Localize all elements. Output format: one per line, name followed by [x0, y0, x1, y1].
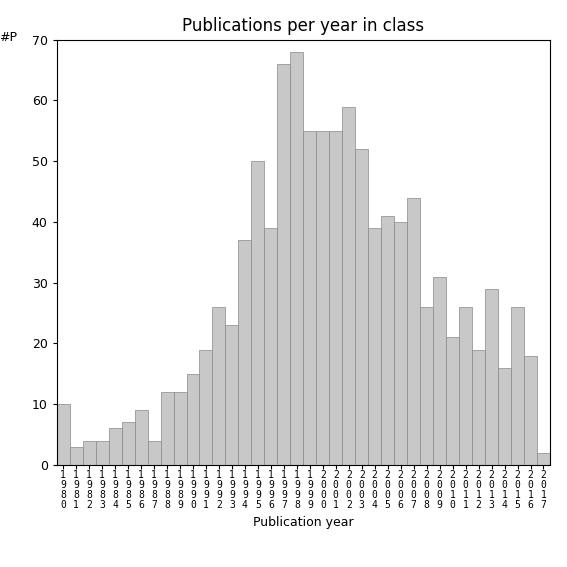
Bar	[511, 307, 524, 465]
Bar	[368, 228, 381, 465]
Bar	[485, 289, 498, 465]
Bar	[303, 131, 316, 465]
Bar	[83, 441, 96, 465]
Bar	[134, 411, 147, 465]
Bar	[381, 216, 394, 465]
Bar	[342, 107, 356, 465]
Title: Publications per year in class: Publications per year in class	[182, 18, 425, 35]
Bar	[394, 222, 407, 465]
Bar	[187, 374, 200, 465]
Bar	[96, 441, 109, 465]
Bar	[407, 198, 420, 465]
Bar	[109, 429, 121, 465]
Bar	[251, 161, 264, 465]
Bar	[537, 453, 550, 465]
Bar	[213, 307, 226, 465]
Bar	[472, 349, 485, 465]
Bar	[57, 404, 70, 465]
Bar	[239, 240, 251, 465]
Bar	[290, 52, 303, 465]
Bar	[174, 392, 187, 465]
Bar	[498, 368, 511, 465]
Bar	[121, 422, 134, 465]
Bar	[316, 131, 329, 465]
Bar	[200, 349, 213, 465]
Bar	[70, 447, 83, 465]
Bar	[433, 277, 446, 465]
Bar	[277, 64, 290, 465]
Bar	[329, 131, 342, 465]
Bar	[160, 392, 174, 465]
Bar	[446, 337, 459, 465]
Bar	[226, 325, 239, 465]
Bar	[147, 441, 160, 465]
Bar	[264, 228, 277, 465]
Bar	[420, 307, 433, 465]
X-axis label: Publication year: Publication year	[253, 516, 354, 529]
Y-axis label: #P: #P	[0, 31, 17, 44]
Bar	[459, 307, 472, 465]
Bar	[356, 149, 368, 465]
Bar	[524, 356, 537, 465]
